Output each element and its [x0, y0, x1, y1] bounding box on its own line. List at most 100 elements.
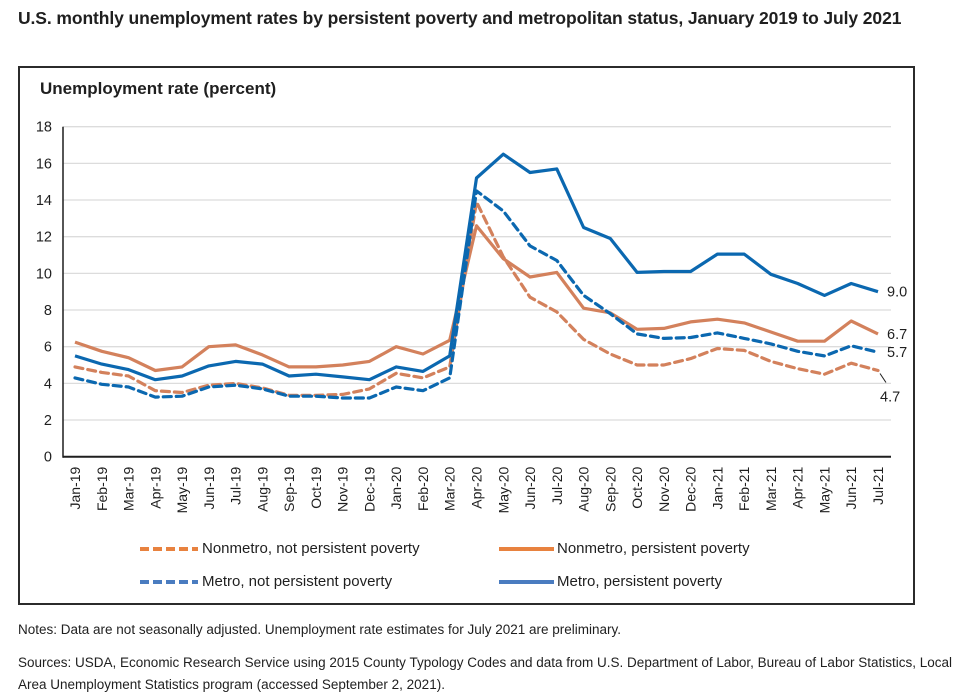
data-point [796, 282, 799, 285]
x-tick-labels: Jan-19 Feb-19 Mar-19 Apr-19 May-19 Jun-19 Jul-… [67, 466, 886, 513]
data-point [127, 386, 130, 389]
data-point [368, 360, 371, 363]
data-point [796, 367, 799, 370]
data-point [823, 340, 826, 343]
y-tick-label: 6 [44, 340, 52, 356]
data-point [314, 395, 317, 398]
data-point [555, 310, 558, 313]
data-point [850, 344, 853, 347]
data-point [100, 383, 103, 386]
x-tick-label: Jul-20 [549, 466, 565, 504]
data-point [529, 171, 532, 174]
x-tick-label: Jul-21 [870, 466, 886, 504]
data-point [421, 353, 424, 356]
y-tick-label: 8 [44, 303, 52, 319]
data-point [181, 395, 184, 398]
figure-title: U.S. monthly unemployment rates by persi… [18, 8, 902, 28]
x-tick-label: Apr-19 [147, 466, 163, 508]
data-point [609, 353, 612, 356]
data-point [662, 270, 665, 273]
y-tick-label: 10 [36, 266, 52, 282]
data-point [341, 375, 344, 378]
data-point [582, 294, 585, 297]
legend-label: Metro, not persistent poverty [202, 573, 393, 590]
data-point [662, 364, 665, 367]
x-tick-label: Jun-19 [201, 466, 217, 509]
data-point [341, 364, 344, 367]
x-tick-label: Feb-19 [94, 466, 110, 511]
legend-swatch-dashed-blue [140, 579, 198, 584]
end-label: 9.0 [887, 285, 907, 301]
series-line-nonmetro-persistent-poverty [74, 224, 879, 373]
data-point [207, 364, 210, 367]
data-point [689, 336, 692, 339]
x-tick-label: May-19 [174, 466, 190, 513]
data-point [234, 343, 237, 346]
x-tick-label: Sep-20 [602, 466, 618, 511]
data-point [636, 332, 639, 335]
data-point [100, 371, 103, 374]
data-point [555, 259, 558, 262]
data-point [743, 253, 746, 256]
data-point [529, 244, 532, 247]
y-tick-label: 0 [44, 450, 52, 466]
data-point [475, 224, 478, 227]
data-point [716, 331, 719, 334]
data-point [448, 376, 451, 379]
y-tick-label: 2 [44, 413, 52, 429]
end-label: 5.7 [887, 345, 907, 361]
data-point [127, 368, 130, 371]
data-point [662, 327, 665, 330]
data-point [181, 375, 184, 378]
y-tick-label: 12 [36, 230, 52, 246]
data-point [207, 345, 210, 348]
data-point [368, 387, 371, 390]
y-tick-label: 18 [36, 120, 52, 136]
data-point [74, 354, 77, 357]
data-point [74, 341, 77, 344]
data-point [234, 360, 237, 363]
data-point [716, 347, 719, 350]
legend-label: Nonmetro, persistent poverty [557, 540, 750, 557]
data-point [288, 375, 291, 378]
end-label: 4.7 [880, 390, 900, 406]
x-tick-label: Mar-19 [121, 467, 137, 512]
x-tick-label: Aug-20 [576, 466, 592, 511]
y-tick-label: 14 [36, 193, 52, 209]
data-point [100, 363, 103, 366]
data-point [689, 270, 692, 273]
data-point [877, 369, 880, 372]
data-point [529, 276, 532, 279]
data-point [341, 397, 344, 400]
data-point [74, 376, 77, 379]
data-point [689, 357, 692, 360]
data-point [743, 337, 746, 340]
x-tick-label: Mar-20 [442, 467, 458, 512]
series-line-metro-persistent-poverty [74, 152, 879, 382]
x-tick-label: Jan-21 [709, 466, 725, 509]
data-point [877, 290, 880, 293]
data-point [716, 318, 719, 321]
data-point [796, 340, 799, 343]
data-point [662, 337, 665, 340]
data-point [288, 365, 291, 368]
data-point [877, 332, 880, 335]
y-tick-label: 4 [44, 376, 52, 392]
data-point [689, 320, 692, 323]
data-point [850, 282, 853, 285]
data-point [502, 153, 505, 156]
x-tick-label: May-21 [816, 466, 832, 513]
data-point [502, 210, 505, 213]
end-labels: 9.0 6.7 5.7 4.7 [879, 285, 907, 406]
data-point [555, 167, 558, 170]
data-point [850, 362, 853, 365]
data-point [127, 356, 130, 359]
data-point [154, 389, 157, 392]
data-point [154, 378, 157, 381]
legend-item-nonmetro-persistent: Nonmetro, persistent poverty [497, 540, 750, 557]
x-tick-label: Aug-19 [254, 466, 270, 511]
data-point [421, 376, 424, 379]
data-point [555, 271, 558, 274]
data-point [769, 360, 772, 363]
